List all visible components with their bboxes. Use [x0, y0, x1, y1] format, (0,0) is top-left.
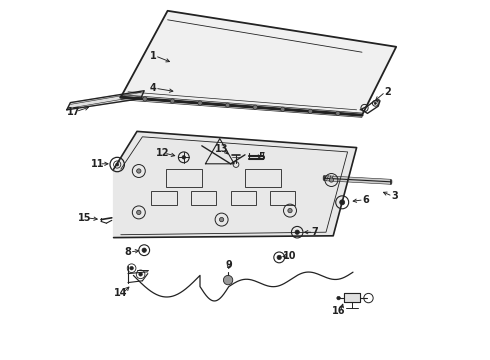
- Circle shape: [143, 97, 147, 101]
- Bar: [151, 191, 176, 205]
- Circle shape: [223, 275, 233, 285]
- Circle shape: [340, 200, 345, 205]
- Text: 6: 6: [362, 195, 369, 205]
- Circle shape: [277, 255, 281, 260]
- Text: 7: 7: [312, 227, 318, 237]
- Circle shape: [308, 109, 313, 113]
- Text: 3: 3: [391, 191, 398, 201]
- Text: 10: 10: [283, 251, 297, 261]
- Text: 15: 15: [78, 213, 92, 223]
- Polygon shape: [121, 11, 396, 115]
- Circle shape: [281, 107, 285, 112]
- Polygon shape: [344, 293, 360, 302]
- Text: 12: 12: [155, 148, 169, 158]
- Circle shape: [253, 105, 257, 109]
- Bar: [245, 169, 281, 187]
- Text: 17: 17: [67, 107, 81, 117]
- Bar: [270, 191, 295, 205]
- Circle shape: [337, 296, 341, 300]
- Text: 2: 2: [384, 87, 391, 97]
- Circle shape: [137, 210, 141, 215]
- Circle shape: [225, 103, 230, 107]
- Text: 14: 14: [114, 288, 127, 298]
- Circle shape: [198, 101, 202, 105]
- Text: 5: 5: [258, 152, 265, 162]
- Bar: [231, 191, 256, 205]
- Circle shape: [171, 99, 174, 103]
- Bar: [191, 191, 216, 205]
- Text: 1: 1: [150, 51, 157, 61]
- Text: 16: 16: [332, 306, 345, 316]
- Text: 8: 8: [124, 247, 131, 257]
- Bar: [166, 169, 202, 187]
- Circle shape: [288, 208, 292, 213]
- Circle shape: [116, 163, 119, 166]
- Polygon shape: [67, 91, 144, 110]
- Polygon shape: [114, 131, 357, 238]
- Circle shape: [182, 156, 186, 159]
- Text: 13: 13: [215, 144, 228, 154]
- Circle shape: [220, 217, 224, 222]
- Circle shape: [142, 248, 147, 252]
- Circle shape: [137, 169, 141, 173]
- Circle shape: [295, 230, 299, 234]
- Circle shape: [139, 273, 143, 276]
- Text: 11: 11: [91, 159, 104, 169]
- Circle shape: [130, 266, 133, 270]
- Circle shape: [374, 102, 376, 104]
- Text: 9: 9: [225, 260, 232, 270]
- Circle shape: [336, 111, 340, 116]
- Text: 4: 4: [150, 83, 157, 93]
- Circle shape: [329, 178, 334, 182]
